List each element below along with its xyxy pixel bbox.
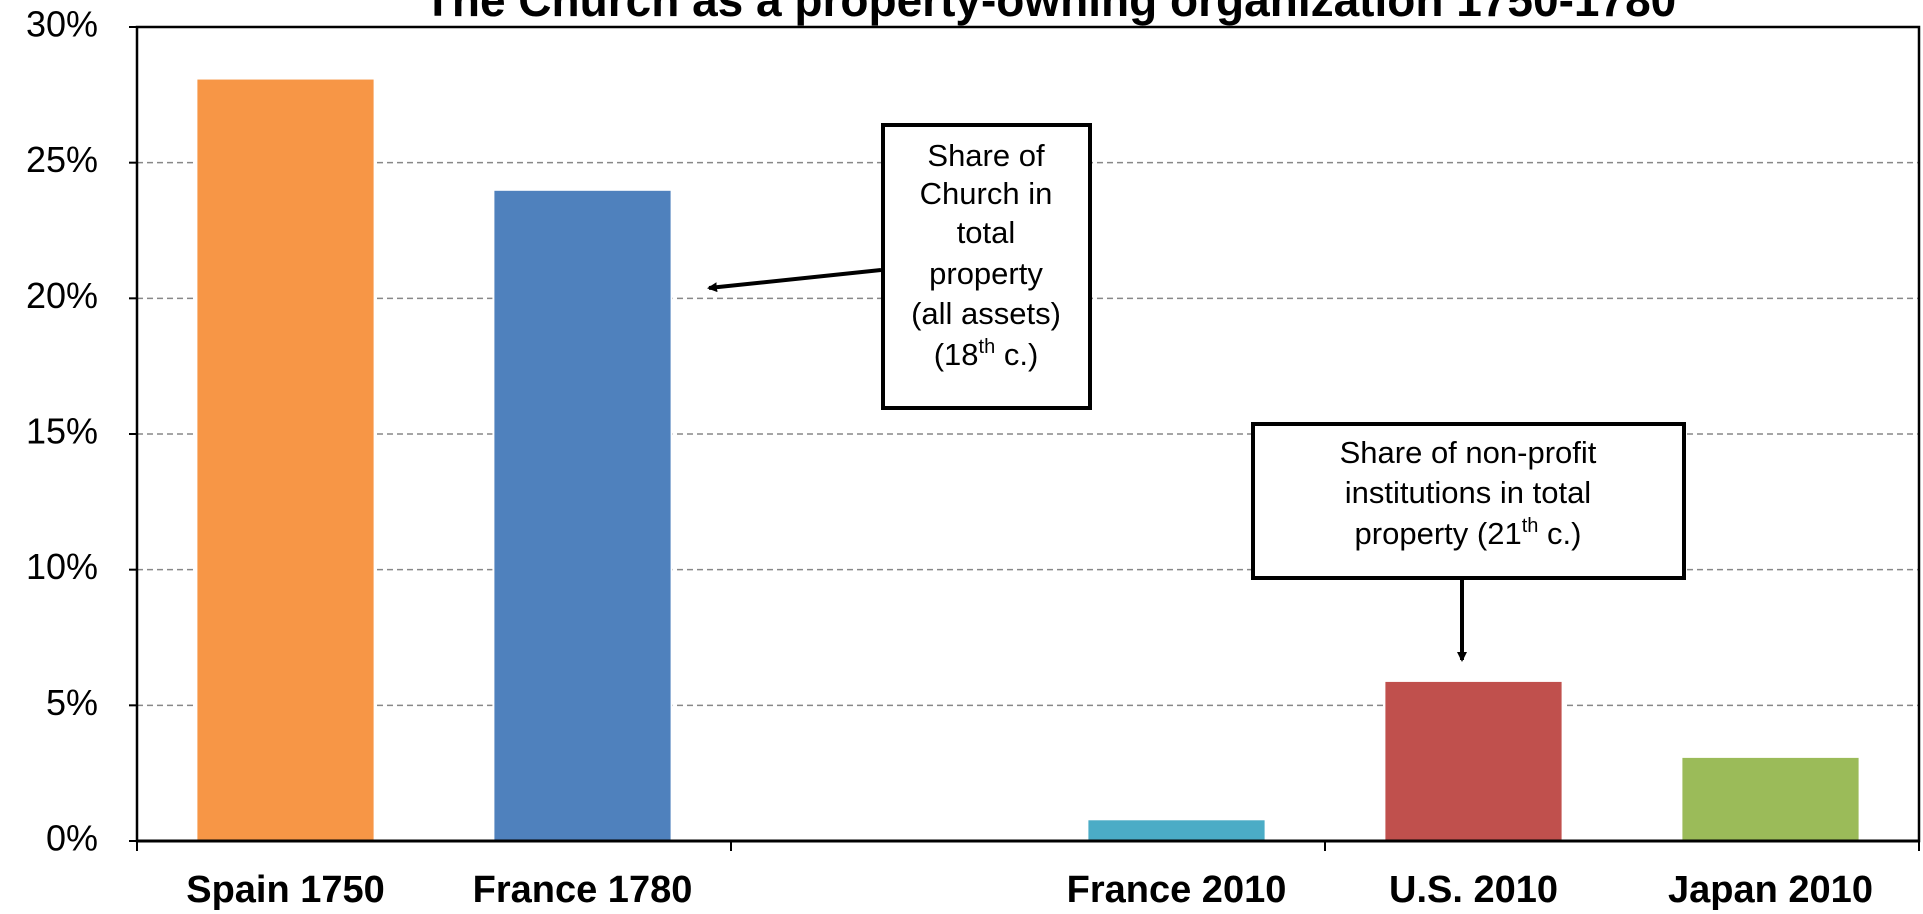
superscript: th xyxy=(1522,515,1539,537)
x-tick-label: France 1780 xyxy=(473,869,693,911)
annotation-text-part: property (21 xyxy=(1355,516,1522,551)
bar xyxy=(492,188,673,843)
annotation-text: Church in xyxy=(920,176,1053,211)
annotation-arrow xyxy=(707,268,882,293)
annotation-text-part: c.) xyxy=(995,337,1038,372)
x-tick-label: Japan 2010 xyxy=(1668,869,1873,911)
annotation-text: total xyxy=(957,215,1016,250)
annotation-text: (18th c.) xyxy=(934,336,1039,372)
superscript: th xyxy=(979,336,996,358)
bar xyxy=(1680,755,1861,842)
y-tick-label: 5% xyxy=(46,682,98,723)
y-tick-label: 25% xyxy=(26,139,98,180)
bar xyxy=(195,77,376,842)
bar xyxy=(1383,679,1564,842)
annotation-text: Share of non-profit xyxy=(1340,435,1597,470)
x-tick-label: Spain 1750 xyxy=(186,869,385,911)
annotation-box xyxy=(1251,422,1686,580)
annotation-box xyxy=(881,123,1092,410)
x-tick-label: France 2010 xyxy=(1067,869,1287,911)
annotation-text: property (21th c.) xyxy=(1355,515,1582,551)
y-tick-label: 20% xyxy=(26,275,98,316)
annotation-text-part: (18 xyxy=(934,337,979,372)
annotation-text: property xyxy=(929,256,1043,291)
annotation-text: (all assets) xyxy=(911,296,1061,331)
chart-title: The Church as a property-owning organiza… xyxy=(424,0,1677,26)
x-tick-label: U.S. 2010 xyxy=(1389,869,1558,911)
annotation-text: Share of xyxy=(927,138,1045,173)
y-tick-label: 30% xyxy=(26,4,98,45)
annotation-text-part: c.) xyxy=(1538,516,1581,551)
annotation-text: institutions in total xyxy=(1345,475,1591,510)
bar xyxy=(1086,818,1267,843)
y-tick-label: 15% xyxy=(26,411,98,452)
y-tick-label: 10% xyxy=(26,546,98,587)
y-tick-label: 0% xyxy=(46,818,98,859)
